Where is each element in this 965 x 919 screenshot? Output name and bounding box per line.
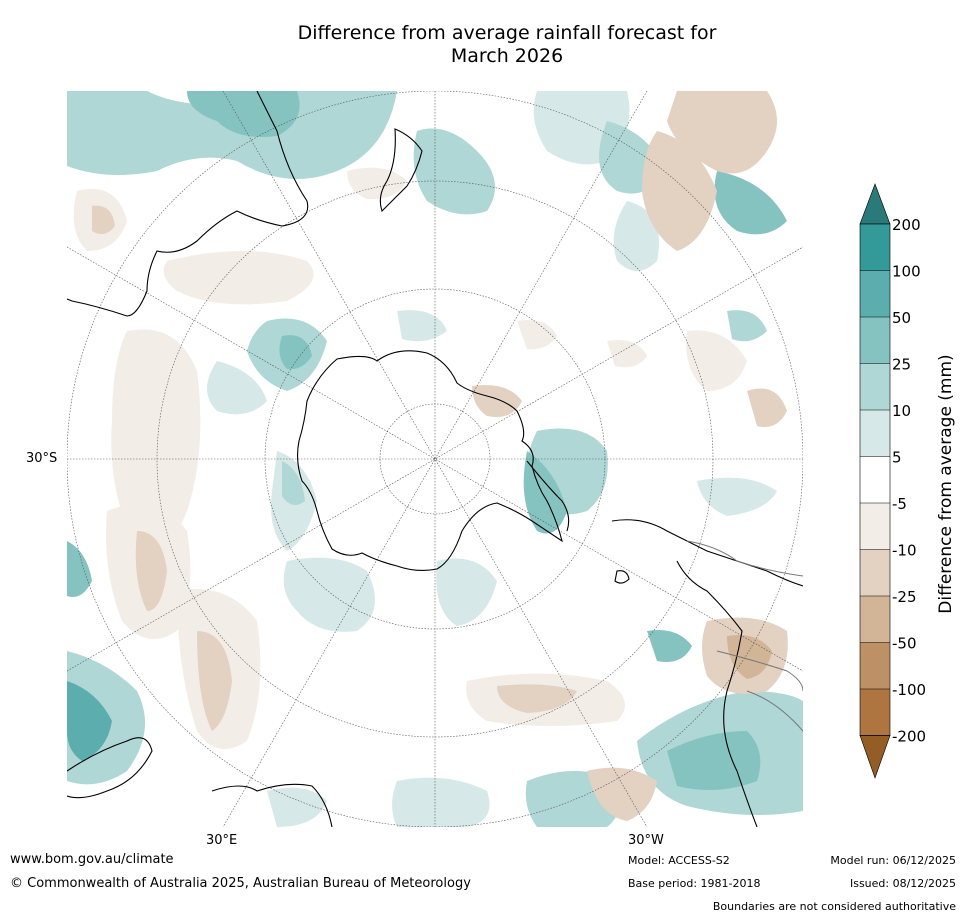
tick-label-m25: -25 xyxy=(892,588,917,606)
lat-label-30s: 30°S xyxy=(26,451,58,466)
chart-title: Difference from average rainfall forecas… xyxy=(0,22,965,68)
band-neutral xyxy=(860,456,890,503)
antarctica-coast xyxy=(296,350,563,572)
tick-label-m200: -200 xyxy=(892,728,926,746)
band-minus-25-50 xyxy=(860,596,890,643)
tick-label-50: 50 xyxy=(892,309,911,327)
falkland-islands xyxy=(614,570,630,584)
lon-label-30w: 30°W xyxy=(628,833,664,848)
disclaimer-text: Boundaries are not considered authoritat… xyxy=(712,900,956,913)
model-run-text: Model run: 06/12/2025 xyxy=(830,854,956,867)
rainfall-map xyxy=(67,91,803,827)
graticule xyxy=(67,91,803,827)
colorbar: 200 100 50 25 10 5 -5 -10 -25 -50 -100 -… xyxy=(859,183,926,779)
title-line-1: Difference from average rainfall forecas… xyxy=(297,22,717,44)
tick-label-m50: -50 xyxy=(892,635,917,653)
country-boundaries xyxy=(686,540,803,732)
band-50-100 xyxy=(860,270,890,317)
tick-label-m100: -100 xyxy=(892,681,926,699)
colorbar-under-triangle xyxy=(859,735,891,779)
colorbar-title: Difference from average (mm) xyxy=(936,354,956,614)
base-period-text: Base period: 1981-2018 xyxy=(628,877,761,890)
band-minus-10-25 xyxy=(860,549,890,596)
title-line-2: March 2026 xyxy=(450,45,564,67)
band-25-50 xyxy=(860,317,890,364)
madagascar-coast xyxy=(211,783,333,827)
south-america-coast xyxy=(611,519,803,587)
colorbar-over-triangle xyxy=(859,183,891,225)
band-minus-5-10 xyxy=(860,503,890,550)
tick-label-100: 100 xyxy=(892,263,921,281)
australia-coast xyxy=(67,91,309,317)
tick-label-10: 10 xyxy=(892,402,911,420)
band-10-25 xyxy=(860,363,890,410)
band-minus-50-100 xyxy=(860,642,890,689)
coastlines xyxy=(67,91,803,827)
new-zealand-coast xyxy=(379,128,423,213)
band-minus-100-200 xyxy=(860,689,890,736)
band-5-10 xyxy=(860,410,890,457)
model-text: Model: ACCESS-S2 xyxy=(628,854,730,867)
negative-anomaly-patches xyxy=(73,91,788,821)
positive-anomaly-patches xyxy=(67,91,803,827)
tick-label-m10: -10 xyxy=(892,542,917,560)
tick-label-m5: -5 xyxy=(892,495,907,513)
lon-label-30e: 30°E xyxy=(206,833,238,848)
copyright-text: © Commonwealth of Australia 2025, Austra… xyxy=(10,876,471,891)
peninsula-tip xyxy=(526,460,570,532)
tick-label-200: 200 xyxy=(892,216,921,234)
tick-label-5: 5 xyxy=(892,449,902,467)
issued-text: Issued: 08/12/2025 xyxy=(849,877,956,890)
south-america-east-coast xyxy=(676,560,758,827)
band-100-200 xyxy=(860,224,890,271)
website-link[interactable]: www.bom.gov.au/climate xyxy=(10,852,174,867)
tick-label-25: 25 xyxy=(892,356,911,374)
africa-coast xyxy=(67,737,153,799)
